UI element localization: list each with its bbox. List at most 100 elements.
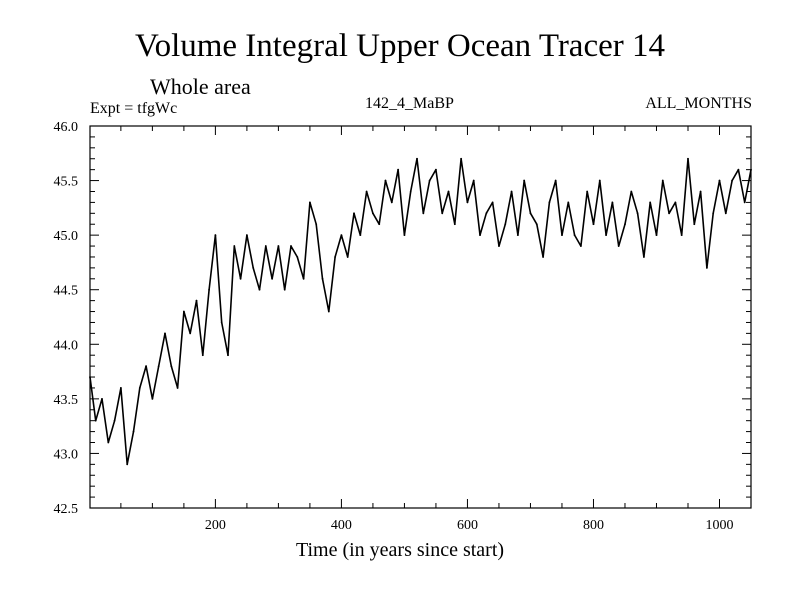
data-point bbox=[189, 332, 192, 335]
data-point bbox=[453, 223, 456, 226]
chart-subtitle: Whole area bbox=[150, 74, 251, 99]
plot-frame bbox=[89, 125, 752, 509]
data-point bbox=[435, 168, 437, 171]
data-point bbox=[668, 212, 670, 215]
data-point bbox=[724, 212, 727, 215]
data-point bbox=[246, 234, 248, 237]
data-point bbox=[101, 397, 103, 400]
data-point bbox=[384, 179, 387, 182]
data-point bbox=[220, 321, 223, 324]
experiment-label: Expt = tfgWc bbox=[90, 100, 178, 117]
data-point bbox=[529, 212, 532, 215]
data-point bbox=[327, 310, 330, 313]
data-point bbox=[264, 245, 267, 247]
x-axis-label: Time (in years since start) bbox=[295, 539, 505, 561]
data-point bbox=[649, 201, 652, 204]
data-point bbox=[680, 234, 683, 237]
data-point bbox=[378, 223, 381, 226]
data-point bbox=[283, 288, 286, 291]
x-tick-label: 800 bbox=[583, 518, 604, 533]
data-point bbox=[409, 190, 412, 193]
data-point bbox=[416, 157, 418, 160]
data-point bbox=[126, 463, 129, 466]
data-point bbox=[699, 190, 702, 193]
data-point bbox=[731, 179, 733, 182]
data-point bbox=[428, 179, 431, 182]
x-tick-label: 1000 bbox=[705, 518, 733, 533]
data-point bbox=[592, 223, 595, 226]
data-point bbox=[617, 245, 620, 247]
data-point bbox=[554, 179, 557, 182]
y-tick-label: 45.0 bbox=[54, 229, 79, 244]
data-point bbox=[365, 190, 368, 193]
data-point bbox=[403, 234, 406, 237]
data-point bbox=[472, 179, 475, 182]
data-point bbox=[624, 223, 626, 226]
data-point bbox=[157, 365, 160, 368]
data-point bbox=[422, 212, 425, 215]
data-point bbox=[447, 190, 450, 193]
data-point bbox=[687, 157, 689, 160]
data-point bbox=[642, 256, 645, 258]
y-tick-label: 43.5 bbox=[54, 393, 79, 408]
data-point bbox=[441, 212, 444, 215]
data-point bbox=[579, 245, 582, 247]
data-point bbox=[138, 387, 141, 389]
data-point bbox=[542, 256, 544, 258]
y-tick-label: 44.0 bbox=[54, 338, 79, 353]
data-point bbox=[271, 277, 274, 280]
data-point bbox=[182, 310, 185, 313]
data-point bbox=[151, 397, 154, 400]
data-point bbox=[523, 179, 526, 182]
data-point bbox=[176, 387, 179, 389]
data-point bbox=[170, 365, 173, 368]
data-point bbox=[321, 277, 324, 280]
data-point bbox=[661, 179, 664, 182]
data-point bbox=[573, 234, 576, 237]
data-point bbox=[340, 234, 343, 237]
data-point bbox=[239, 277, 242, 280]
data-point bbox=[567, 201, 570, 204]
tick-labels: 200 400 600 800 1000 42.5 43.0 43.5 44.0 44.5 45.0… bbox=[54, 120, 734, 533]
data-point bbox=[561, 234, 563, 237]
data-point bbox=[227, 354, 229, 357]
data-point bbox=[233, 245, 236, 247]
data-point bbox=[712, 212, 715, 215]
data-point bbox=[491, 201, 494, 204]
y-tick-label: 42.5 bbox=[54, 502, 79, 517]
data-point bbox=[605, 234, 607, 237]
data-point bbox=[107, 441, 110, 444]
x-tick-label: 400 bbox=[331, 518, 352, 533]
data-point bbox=[94, 419, 97, 422]
data-point bbox=[479, 234, 481, 237]
data-point bbox=[516, 234, 519, 237]
data-point bbox=[718, 179, 721, 182]
data-point bbox=[309, 201, 311, 204]
data-point bbox=[334, 256, 337, 258]
data-point bbox=[119, 387, 122, 389]
data-point bbox=[737, 168, 740, 171]
data-point bbox=[258, 288, 261, 291]
series-line bbox=[89, 157, 752, 466]
data-point bbox=[290, 245, 292, 247]
data-point bbox=[302, 277, 305, 280]
data-point bbox=[611, 201, 614, 204]
data-point bbox=[195, 299, 198, 302]
data-point bbox=[498, 245, 500, 247]
data-point bbox=[145, 365, 147, 368]
x-tick-label: 200 bbox=[205, 518, 226, 533]
data-point bbox=[346, 256, 349, 258]
y-tick-label: 43.0 bbox=[54, 447, 79, 462]
data-point bbox=[510, 190, 513, 193]
data-point bbox=[466, 201, 469, 204]
data-point bbox=[214, 234, 217, 237]
data-point bbox=[630, 190, 633, 193]
data-point bbox=[397, 168, 400, 171]
data-point bbox=[460, 157, 463, 160]
data-point bbox=[208, 288, 210, 291]
data-point bbox=[504, 223, 507, 226]
data-point bbox=[485, 212, 488, 215]
months-label: ALL_MONTHS bbox=[645, 95, 752, 112]
data-point bbox=[296, 256, 299, 258]
y-tick-label: 46.0 bbox=[54, 120, 79, 135]
